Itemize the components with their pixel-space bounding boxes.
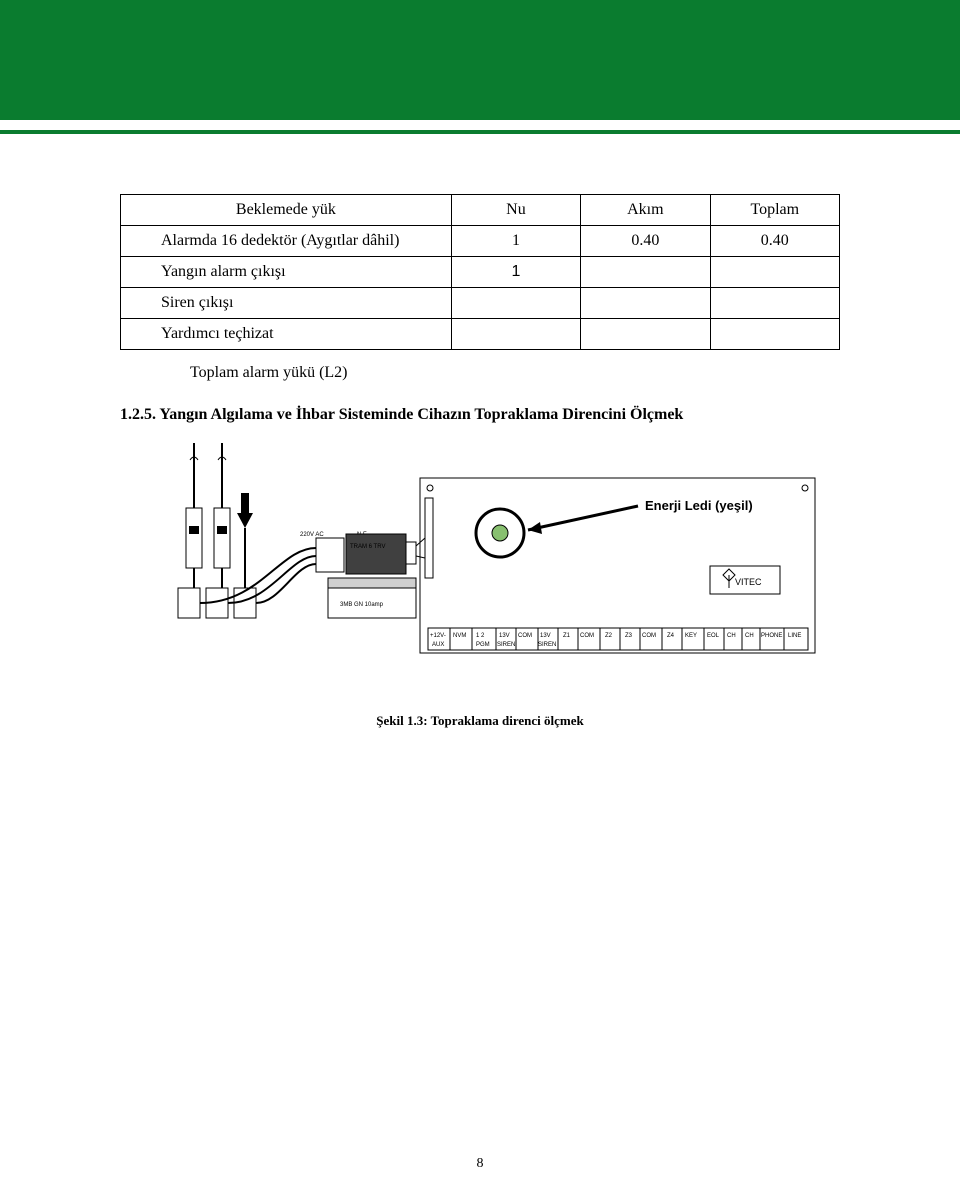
content-area: Beklemede yük Nu Akım Toplam Alarmda 16 … <box>0 134 960 729</box>
svg-text:TRAM 6 TRV: TRAM 6 TRV <box>350 544 385 550</box>
svg-text:SIREN: SIREN <box>538 642 556 648</box>
row-toplam: 0.40 <box>710 226 839 257</box>
row-toplam <box>710 288 839 319</box>
energy-led-label: Enerji Ledi (yeşil) <box>645 498 753 513</box>
svg-text:AUX: AUX <box>432 642 444 648</box>
figure-caption: Şekil 1.3: Topraklama direnci ölçmek <box>120 713 840 729</box>
row-nu: 1 <box>451 257 580 288</box>
svg-text:Z4: Z4 <box>667 633 675 639</box>
row-nu <box>451 288 580 319</box>
row-akim <box>581 288 710 319</box>
table-row: Alarmda 16 dedektör (Aygıtlar dâhil) 1 0… <box>121 226 840 257</box>
col-header: Beklemede yük <box>121 195 452 226</box>
grounding-diagram: Enerji Ledi (yeşil) VITEC <box>140 438 820 698</box>
svg-text:Z3: Z3 <box>625 633 633 639</box>
svg-text:COM: COM <box>580 633 594 639</box>
row-label: Yardımcı teçhizat <box>121 319 452 350</box>
svg-text:SIREN: SIREN <box>497 642 515 648</box>
svg-text:PHONE: PHONE <box>761 633 782 639</box>
svg-text:1 2: 1 2 <box>476 633 485 639</box>
svg-text:220V AC: 220V AC <box>300 532 324 538</box>
row-label: Alarmda 16 dedektör (Aygıtlar dâhil) <box>121 226 452 257</box>
svg-text:CH: CH <box>727 633 736 639</box>
table-row: Yardımcı teçhizat <box>121 319 840 350</box>
svg-text:NVM: NVM <box>453 633 466 639</box>
table-row: Siren çıkışı <box>121 288 840 319</box>
svg-text:13V: 13V <box>540 633 551 639</box>
svg-text:Z1: Z1 <box>563 633 571 639</box>
svg-text:KEY: KEY <box>685 633 697 639</box>
load-table: Beklemede yük Nu Akım Toplam Alarmda 16 … <box>120 194 840 350</box>
svg-text:COM: COM <box>518 633 532 639</box>
figure-wrap: Enerji Ledi (yeşil) VITEC <box>120 438 840 729</box>
svg-text:3MB GN 10amp: 3MB GN 10amp <box>340 602 384 608</box>
row-akim <box>581 319 710 350</box>
svg-text:COM: COM <box>642 633 656 639</box>
row-akim: 0.40 <box>581 226 710 257</box>
col-header: Toplam <box>710 195 839 226</box>
row-label: Siren çıkışı <box>121 288 452 319</box>
row-label: Yangın alarm çıkışı <box>121 257 452 288</box>
total-alarm-load-text: Toplam alarm yükü (L2) <box>120 364 840 382</box>
col-header: Nu <box>451 195 580 226</box>
svg-text:CH: CH <box>745 633 754 639</box>
section-heading: 1.2.5. Yangın Algılama ve İhbar Sistemin… <box>120 406 840 424</box>
row-toplam <box>710 257 839 288</box>
row-akim <box>581 257 710 288</box>
col-header: Akım <box>581 195 710 226</box>
header-band <box>0 0 960 120</box>
brand-label: VITEC <box>735 577 762 587</box>
svg-text:13V: 13V <box>499 633 510 639</box>
page: Beklemede yük Nu Akım Toplam Alarmda 16 … <box>0 0 960 1198</box>
page-number: 8 <box>0 1156 960 1172</box>
row-nu <box>451 319 580 350</box>
svg-text:EOL: EOL <box>707 633 720 639</box>
svg-text:LINE: LINE <box>788 633 801 639</box>
svg-text:+12V-: +12V- <box>430 633 446 639</box>
svg-text:PGM: PGM <box>476 642 490 648</box>
row-nu: 1 <box>451 226 580 257</box>
table-header-row: Beklemede yük Nu Akım Toplam <box>121 195 840 226</box>
row-toplam <box>710 319 839 350</box>
svg-text:Z2: Z2 <box>605 633 613 639</box>
table-row: Yangın alarm çıkışı 1 <box>121 257 840 288</box>
